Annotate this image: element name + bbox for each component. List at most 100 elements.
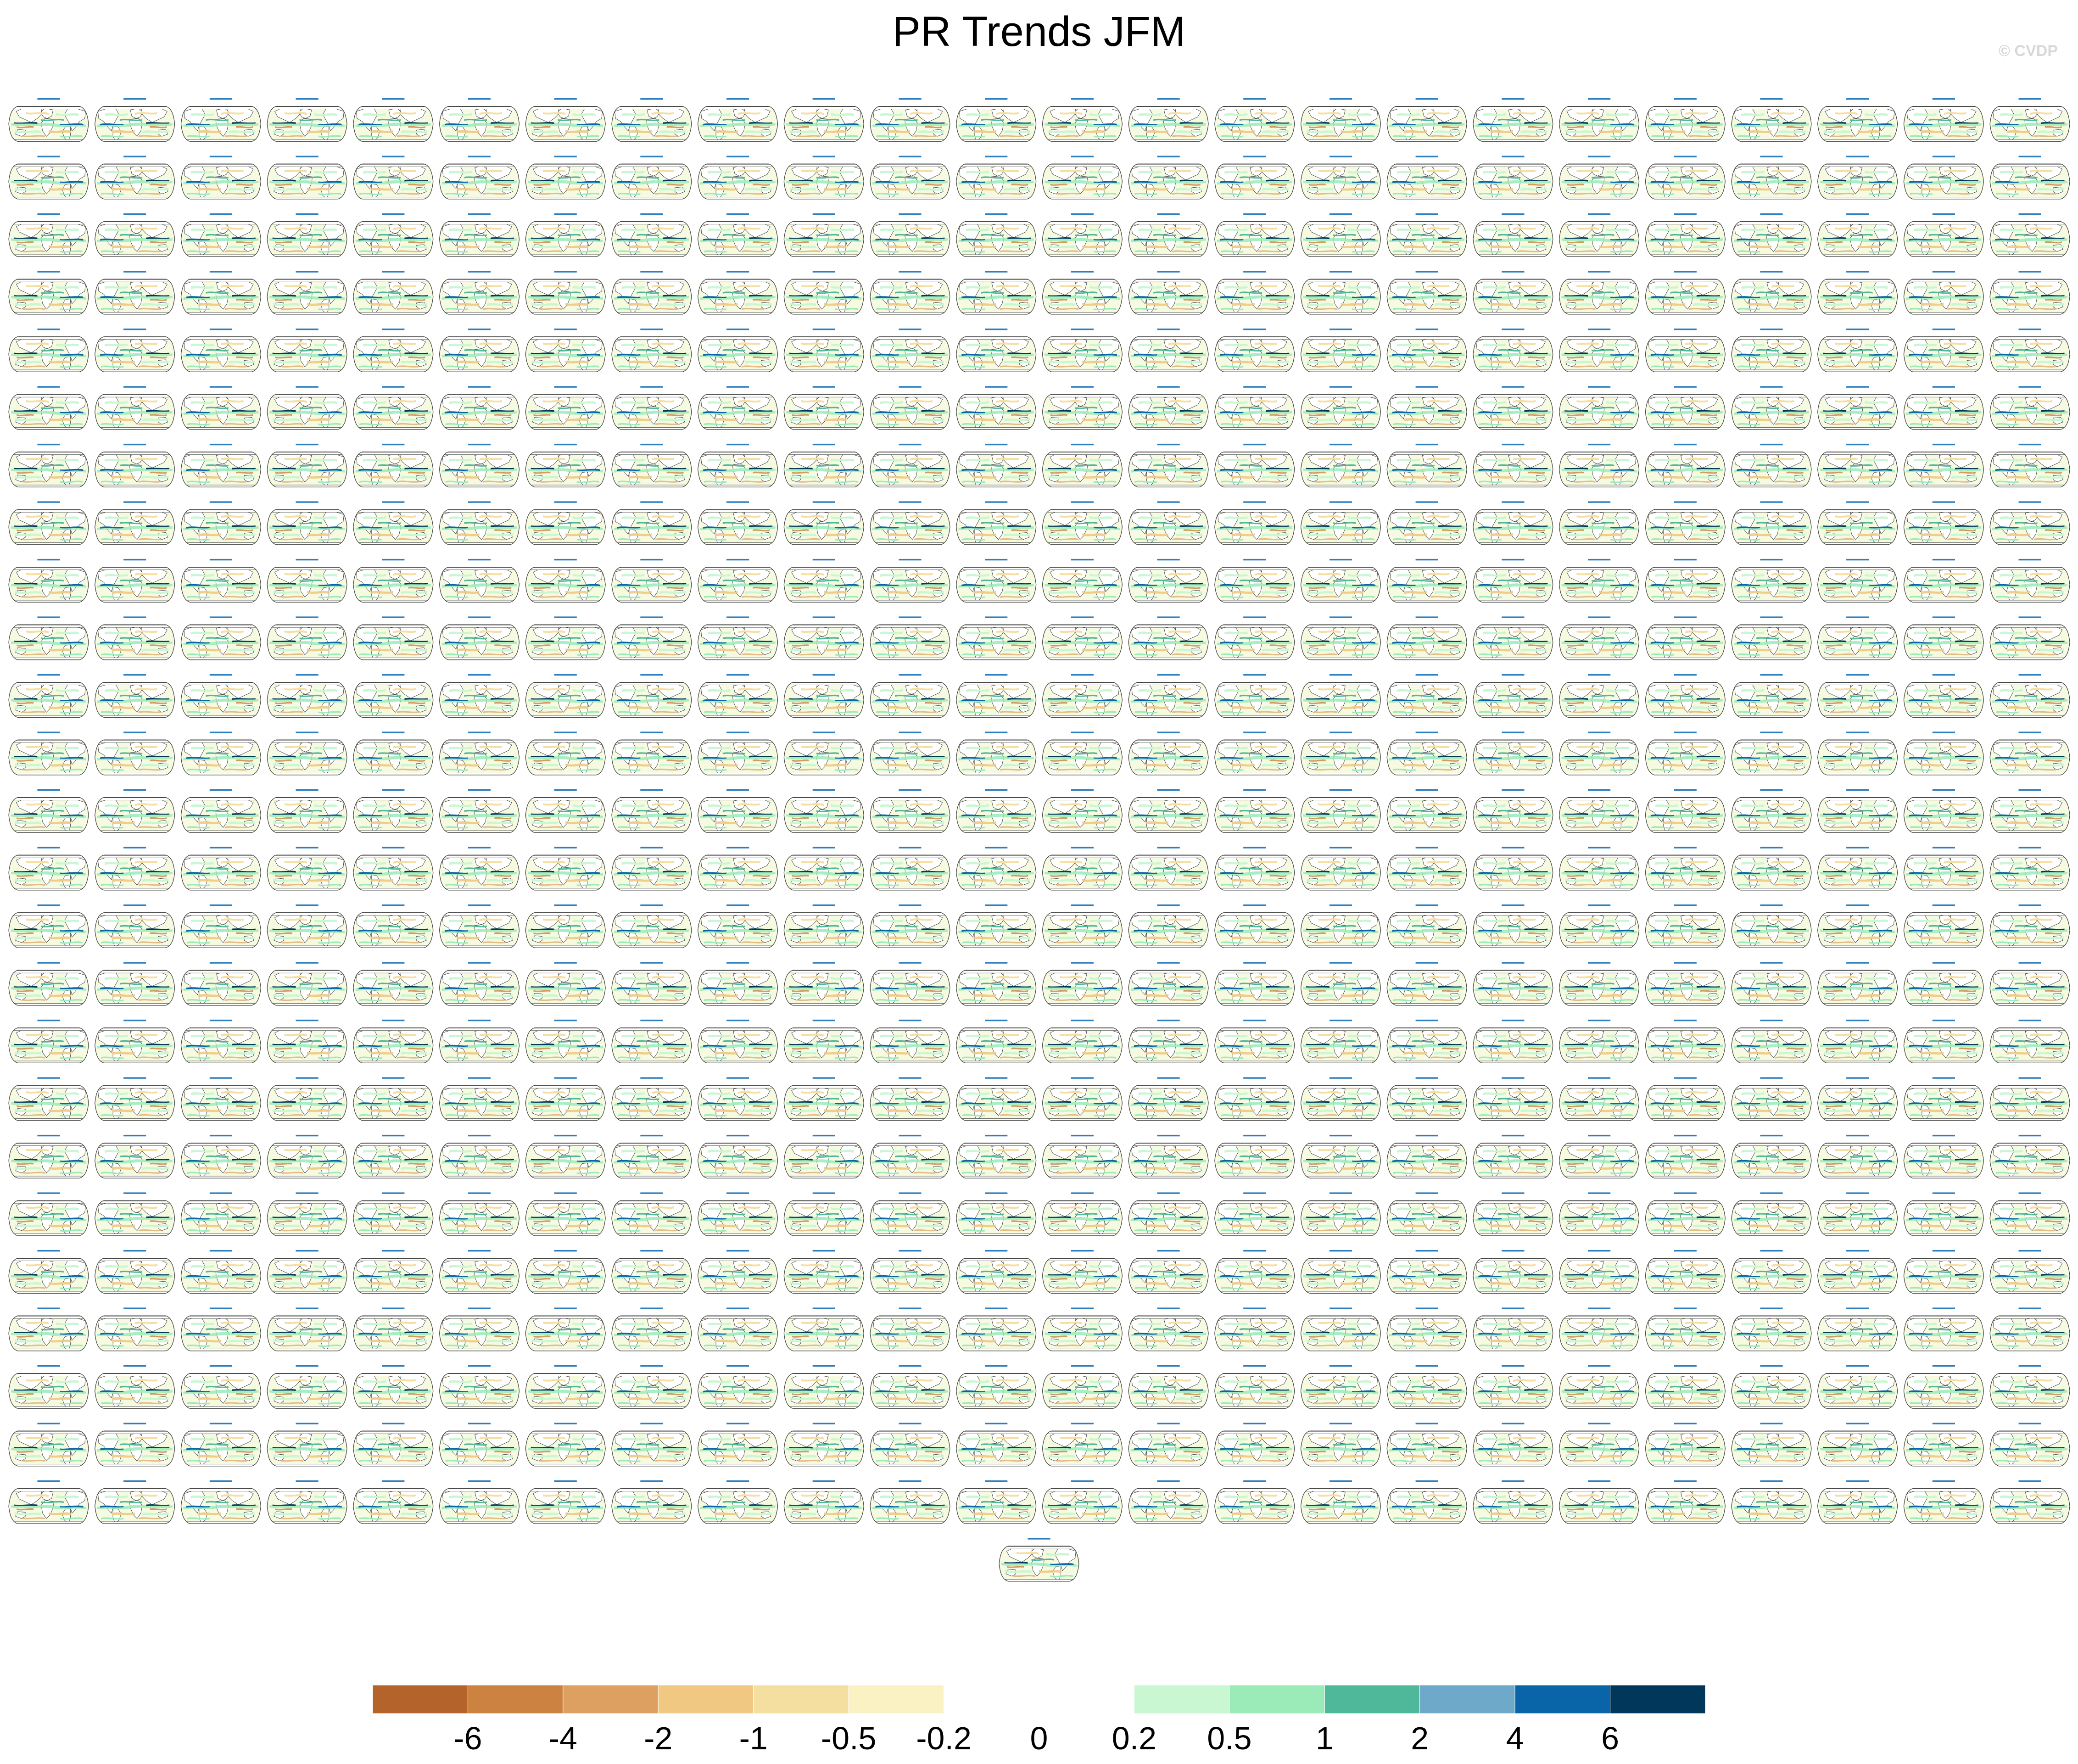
map-panel [1299, 1307, 1382, 1353]
panel-caption-mark [1760, 213, 1783, 215]
map-panel [955, 962, 1038, 1007]
map-panel [1902, 674, 1985, 720]
panel-caption-mark [1674, 1480, 1697, 1482]
map-panel [1299, 1134, 1382, 1180]
panel-caption-mark [812, 1019, 835, 1022]
map-panel [438, 616, 520, 662]
map-panel [1041, 328, 1123, 374]
map-panel [1902, 904, 1985, 950]
map-panel [1730, 1077, 1813, 1122]
panel-caption-mark [1415, 731, 1438, 733]
map-panel [1472, 558, 1554, 604]
panel-caption-mark [1846, 674, 1869, 676]
panel-caption-mark [1932, 616, 1955, 618]
map-panel [782, 847, 865, 892]
panel-caption-mark [985, 1192, 1008, 1194]
panel-caption-mark [1760, 98, 1783, 100]
panel-caption-mark [382, 904, 405, 906]
map-panel [782, 904, 865, 950]
map-panel [1213, 1423, 1296, 1468]
map-panel [1041, 1307, 1123, 1353]
panel-caption-mark [296, 674, 318, 676]
map-panel [1213, 962, 1296, 1007]
panel-caption-mark [1674, 271, 1697, 273]
panel-caption-mark [2018, 1077, 2041, 1079]
panel-caption-mark [1243, 271, 1266, 273]
colorbar-tick-label: 2 [1411, 1720, 1429, 1756]
map-panel [524, 558, 607, 604]
map-panel [1816, 1365, 1899, 1411]
panel-caption-mark [2018, 501, 2041, 503]
panel-caption-mark [1329, 789, 1352, 791]
panel-caption-mark [1674, 1423, 1697, 1424]
map-panel [94, 1019, 176, 1065]
panel-caption-mark [209, 1480, 232, 1482]
panel-caption-mark [209, 156, 232, 157]
panel-caption-mark [1415, 1019, 1438, 1022]
panel-caption-mark [1846, 558, 1869, 561]
map-panel [869, 1307, 951, 1353]
map-panel [524, 847, 607, 892]
panel-caption-mark [1674, 1077, 1697, 1079]
panel-caption-mark [1932, 1250, 1955, 1252]
panel-caption-mark [1502, 328, 1525, 330]
map-panel [438, 328, 520, 374]
map-panel [1989, 904, 2071, 950]
panel-caption-mark [1846, 386, 1869, 388]
map-panel [94, 847, 176, 892]
map-panel [782, 962, 865, 1007]
map-panel [179, 1250, 262, 1295]
panel-caption-mark [726, 731, 749, 733]
map-panel [1902, 1134, 1985, 1180]
map-panel [1299, 1423, 1382, 1468]
map-panel [1041, 98, 1123, 144]
panel-caption-mark [726, 1250, 749, 1252]
map-panel [352, 1307, 435, 1353]
panel-caption-mark [640, 98, 663, 100]
map-panel [782, 1019, 865, 1065]
map-panel [524, 1192, 607, 1238]
panel-caption-mark [554, 558, 577, 561]
panel-caption-mark [468, 731, 491, 733]
panel-caption-mark [1502, 1423, 1525, 1424]
map-panel [1041, 616, 1123, 662]
map-panel [955, 156, 1038, 201]
map-panel [266, 904, 348, 950]
panel-caption-mark [899, 674, 922, 676]
panel-caption-mark [209, 616, 232, 618]
map-panel [610, 1077, 693, 1122]
panel-caption-mark [1415, 1365, 1438, 1367]
colorbar-box [1419, 1685, 1515, 1714]
map-panel [1127, 386, 1210, 431]
map-panel [1644, 386, 1726, 431]
panel-caption-mark [468, 1077, 491, 1079]
panel-caption-mark [985, 1077, 1008, 1079]
panel-caption-mark [812, 98, 835, 100]
map-panel [266, 213, 348, 259]
panel-caption-mark [1415, 1134, 1438, 1137]
panel-caption-mark [1760, 1365, 1783, 1367]
map-panel [955, 386, 1038, 431]
map-panel [1299, 386, 1382, 431]
panel-caption-mark [554, 1307, 577, 1309]
panel-caption-mark [37, 98, 60, 100]
map-panel [1299, 98, 1382, 144]
panel-caption-mark [37, 271, 60, 273]
panel-caption-mark [1760, 789, 1783, 791]
map-panel [7, 1365, 90, 1411]
panel-caption-mark [1760, 1077, 1783, 1079]
map-panel [696, 1134, 779, 1180]
panel-caption-mark [1932, 904, 1955, 906]
map-panel [1299, 443, 1382, 489]
panel-caption-mark [1071, 1423, 1094, 1424]
map-panel [524, 1423, 607, 1468]
map-panel [1989, 616, 2071, 662]
map-panel [869, 156, 951, 201]
panel-caption-mark [296, 1307, 318, 1309]
panel-caption-mark [1243, 847, 1266, 849]
map-panel [1902, 1307, 1985, 1353]
map-panel [696, 789, 779, 835]
map-panel [1213, 386, 1296, 431]
panel-caption-mark [899, 1077, 922, 1079]
map-panel [524, 271, 607, 316]
